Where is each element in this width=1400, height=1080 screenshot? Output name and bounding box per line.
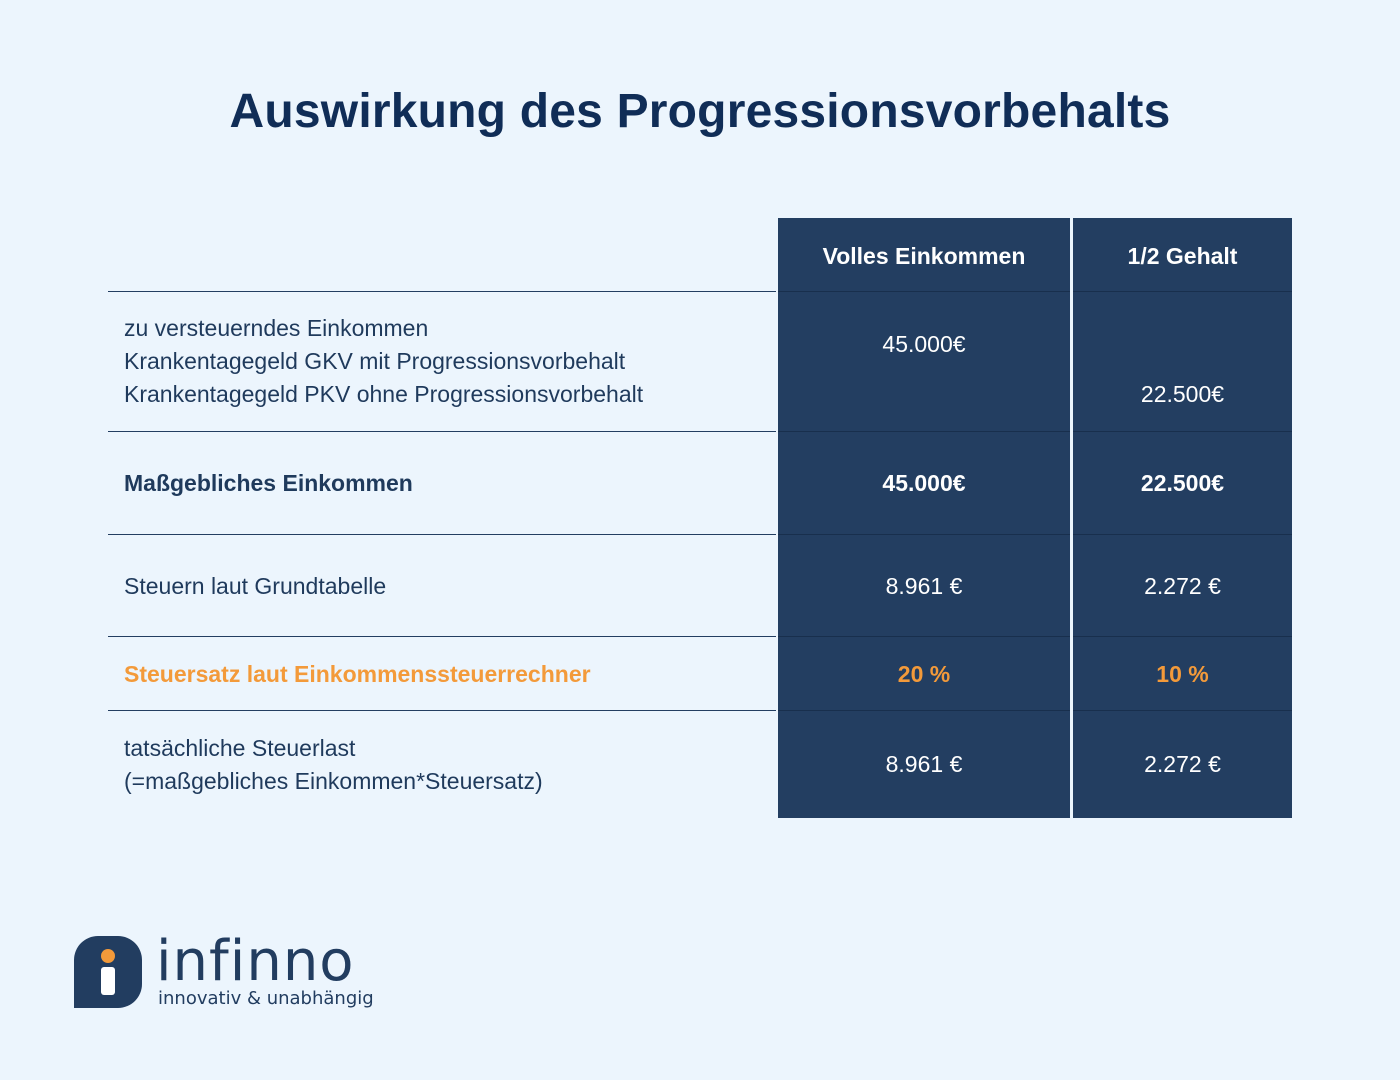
row-divider: [778, 291, 1070, 292]
row-label-steuerlast: tatsächliche Steuerlast (=maßgebliches E…: [124, 732, 543, 798]
cell-steuerlast-voll: 8.961 €: [885, 751, 963, 777]
row-divider: [108, 636, 776, 637]
row-divider: [778, 431, 1070, 432]
column-volles-einkommen: [778, 218, 1070, 818]
infinno-logo-icon: [74, 936, 142, 1008]
row-divider: [1073, 534, 1292, 535]
row-divider: [1073, 636, 1292, 637]
row-divider: [108, 291, 776, 292]
row-divider: [108, 710, 776, 711]
page-title: Auswirkung des Progressionsvorbehalts: [229, 85, 1171, 138]
row-label-line: Krankentagegeld GKV mit Progressionsvorb…: [124, 348, 626, 374]
cell-steuersatz-halb: 10 %: [1156, 661, 1209, 687]
row-label-line: Krankentagegeld PKV ohne Progressionsvor…: [124, 381, 644, 407]
row-divider: [778, 710, 1070, 711]
cell-steuern-halb: 2.272 €: [1144, 573, 1221, 599]
logo-stem: [101, 967, 115, 995]
row-divider: [108, 431, 776, 432]
logo-wordmark: infinno: [156, 929, 355, 994]
row-label-massgeblich: Maßgebliches Einkommen: [124, 470, 413, 496]
row-divider: [778, 636, 1070, 637]
row-label-line: zu versteuerndes Einkommen: [124, 315, 429, 341]
column-halbes-gehalt: [1073, 218, 1292, 818]
cell-einkommen-voll: 45.000€: [882, 331, 966, 357]
cell-massgeblich-voll: 45.000€: [882, 470, 966, 496]
cell-einkommen-halb: 22.500€: [1140, 381, 1225, 407]
header-halbes-gehalt: 1/2 Gehalt: [1127, 243, 1238, 269]
cell-steuern-voll: 8.961 €: [885, 573, 963, 599]
row-label-line: tatsächliche Steuerlast: [124, 735, 356, 761]
header-volles-einkommen: Volles Einkommen: [822, 243, 1026, 269]
row-label-steuersatz: Steuersatz laut Einkommenssteuerrechner: [124, 661, 591, 687]
cell-massgeblich-halb: 22.500€: [1140, 470, 1225, 496]
row-divider: [1073, 710, 1292, 711]
row-label-einkommen: zu versteuerndes Einkommen Krankentagege…: [124, 312, 643, 411]
logo-tagline: innovativ & unabhängig: [158, 988, 374, 1009]
row-divider: [108, 534, 776, 535]
row-divider: [1073, 291, 1292, 292]
row-divider: [778, 534, 1070, 535]
row-divider: [1073, 431, 1292, 432]
row-label-line: (=maßgebliches Einkommen*Steuersatz): [124, 768, 543, 794]
cell-steuersatz-voll: 20 %: [897, 661, 951, 687]
row-label-steuern: Steuern laut Grundtabelle: [124, 573, 387, 599]
cell-steuerlast-halb: 2.272 €: [1144, 751, 1221, 777]
logo-dot: [101, 949, 115, 963]
